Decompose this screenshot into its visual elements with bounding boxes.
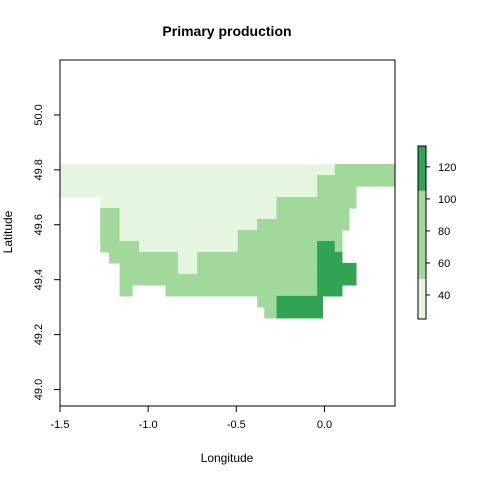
heatmap-cell	[100, 197, 278, 209]
x-axis-label: Longitude	[201, 451, 254, 465]
legend-tick-label: 100	[438, 194, 456, 206]
heatmap-cell	[257, 218, 350, 231]
legend-tick-label: 120	[438, 162, 456, 174]
legend-tick-label: 60	[438, 258, 450, 270]
heatmap-cell	[237, 229, 343, 242]
y-tick-label: 49.0	[33, 379, 45, 400]
heatmap-cell	[59, 164, 336, 176]
heatmap-cell	[317, 273, 357, 286]
heatmap-cell	[100, 218, 121, 231]
heatmap-cell	[317, 251, 343, 264]
heatmap-cell	[119, 284, 133, 297]
heatmap-cell	[276, 197, 357, 209]
y-tick-label: 49.6	[33, 214, 45, 235]
heatmap-cell	[100, 229, 121, 242]
heatmap-cell	[100, 240, 140, 253]
x-tick-label: -1.5	[51, 419, 70, 431]
heatmap-cell	[276, 207, 350, 220]
heatmap-cell	[317, 186, 357, 198]
y-axis: 49.0 49.2 49.4 49.6 49.8 50.0	[33, 104, 61, 400]
legend-color-segment	[418, 190, 426, 199]
heatmap-cell	[59, 175, 318, 187]
legend-color-segment	[418, 198, 426, 279]
x-tick-label: -0.5	[227, 419, 246, 431]
heatmap-cell	[119, 273, 318, 286]
heatmap-cell	[334, 240, 343, 253]
legend-frame	[417, 145, 427, 320]
x-axis: -1.5 -1.0 -0.5 0.0	[51, 405, 332, 431]
heatmap-cell	[59, 186, 318, 198]
heatmap-cell	[139, 240, 239, 253]
heatmap-cell	[317, 240, 336, 253]
heatmap-cell	[109, 251, 179, 264]
color-legend: 40 60 80 100 120	[417, 145, 456, 320]
heatmap-cell	[100, 207, 121, 220]
heatmap-cell	[177, 251, 198, 264]
heatmap-cell	[237, 240, 318, 253]
heatmap-cell	[334, 164, 396, 176]
heatmap-cell	[317, 262, 357, 275]
heatmap-cell	[264, 306, 278, 319]
y-tick-label: 50.0	[33, 104, 45, 125]
legend-color-segment	[418, 146, 426, 191]
heatmap-cell	[197, 262, 318, 275]
heatmap-cell	[317, 284, 343, 297]
y-tick-label: 49.2	[33, 324, 45, 345]
heatmap-cell	[197, 251, 318, 264]
legend-tick-label: 80	[438, 226, 450, 238]
x-tick-label: -1.0	[139, 419, 158, 431]
legend-tick-label: 40	[438, 290, 450, 302]
heatmap-cells	[59, 164, 396, 319]
heatmap-cell	[119, 229, 239, 242]
x-tick-label: 0.0	[317, 419, 332, 431]
chart-title: Primary production	[162, 23, 291, 39]
heatmap-cell	[317, 175, 376, 187]
heatmap-cell	[119, 218, 258, 231]
heatmap-cell	[165, 284, 318, 297]
y-tick-label: 49.8	[33, 159, 45, 180]
heatmap-cell	[119, 207, 278, 220]
heatmap-cell	[119, 262, 179, 275]
y-axis-label: Latitude	[1, 210, 15, 253]
heatmap-cell	[276, 295, 324, 308]
heatmap-cell	[177, 262, 198, 275]
heatmap-cell	[276, 306, 324, 319]
heatmap-cell	[375, 175, 396, 187]
heatmap-cell	[257, 295, 278, 308]
y-tick-label: 49.4	[33, 269, 45, 290]
legend-color-segment	[418, 278, 426, 319]
